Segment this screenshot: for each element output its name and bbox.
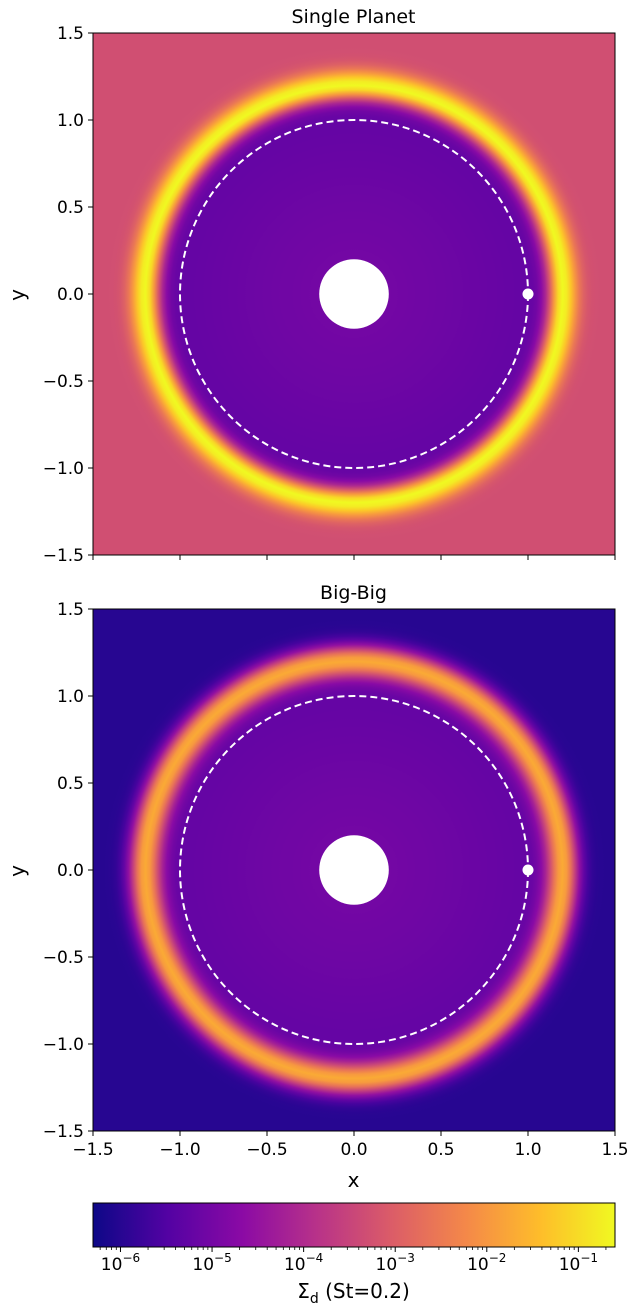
heatmap-plot-area bbox=[92, 608, 616, 1132]
y-tick-label: −1.5 bbox=[43, 546, 84, 566]
planet-marker bbox=[522, 288, 534, 300]
y-axis-label: y bbox=[5, 865, 29, 877]
panel-single-planet: Single Planet y −1.5 −1.0 −0.5 0.0 0.5 1.0 1.5 bbox=[5, 6, 616, 566]
y-ticks: −1.5 −1.0 −0.5 0.0 0.5 1.0 1.5 bbox=[43, 600, 93, 1142]
x-tick-label: 1.5 bbox=[601, 1140, 628, 1160]
x-ticks: −1.5 −1.0 −0.5 0.0 0.5 1.0 1.5 bbox=[72, 1131, 629, 1160]
x-tick-label: 1.0 bbox=[514, 1140, 541, 1160]
y-tick-label: 1.5 bbox=[57, 24, 84, 44]
colorbar-tick-label: 10−6 bbox=[101, 1251, 140, 1275]
y-tick-label: 0.5 bbox=[57, 198, 84, 218]
panel-title: Single Planet bbox=[291, 6, 415, 28]
colorbar-ticks: 10−6 10−5 10−4 10−3 10−2 10−1 bbox=[99, 1247, 607, 1275]
x-tick-label: 0.5 bbox=[427, 1140, 454, 1160]
y-axis-label: y bbox=[5, 289, 29, 301]
x-tick-label: −1.0 bbox=[159, 1140, 200, 1160]
colorbar: 10−6 10−5 10−4 10−3 10−2 10−1 Σd (St=0.2) bbox=[92, 1202, 616, 1306]
panel-title: Big-Big bbox=[320, 582, 387, 604]
planet-marker bbox=[522, 864, 534, 876]
colorbar-gradient bbox=[92, 1202, 616, 1248]
x-tick-label: −0.5 bbox=[246, 1140, 287, 1160]
panel-big-big: Big-Big y −1.5−1.0−0.50.00.51.01.5 −1.5−… bbox=[5, 582, 629, 1192]
x-ticks bbox=[92, 555, 616, 560]
y-tick-label: 1.0 bbox=[57, 687, 84, 707]
colorbar-tick-label: 10−1 bbox=[559, 1251, 598, 1275]
y-tick-label: 0.0 bbox=[57, 861, 84, 881]
heatmap-plot-area bbox=[92, 32, 616, 556]
y-tick-label: −0.5 bbox=[43, 372, 84, 392]
inner-hole bbox=[319, 259, 389, 329]
inner-hole bbox=[319, 835, 389, 905]
colorbar-tick-label: 10−3 bbox=[376, 1251, 415, 1275]
x-tick-label: 0.0 bbox=[340, 1140, 367, 1160]
y-tick-label: 1.0 bbox=[57, 111, 84, 131]
y-tick-label: −0.5 bbox=[43, 948, 84, 968]
x-tick-label: −1.5 bbox=[72, 1140, 113, 1160]
y-tick-label: 0.5 bbox=[57, 774, 84, 794]
y-tick-label: −1.0 bbox=[43, 1035, 84, 1055]
x-axis-label: x bbox=[348, 1168, 360, 1192]
colorbar-label: Σd (St=0.2) bbox=[297, 1279, 410, 1306]
colorbar-tick-label: 10−5 bbox=[192, 1251, 231, 1275]
y-ticks: −1.5 −1.0 −0.5 0.0 0.5 1.0 1.5 bbox=[43, 24, 93, 566]
y-tick-label: −1.5 bbox=[43, 1122, 84, 1142]
y-tick-label: 1.5 bbox=[57, 600, 84, 620]
colorbar-tick-label: 10−4 bbox=[284, 1251, 323, 1275]
y-tick-label: −1.0 bbox=[43, 459, 84, 479]
colorbar-tick-label: 10−2 bbox=[467, 1251, 506, 1275]
y-tick-label: 0.0 bbox=[57, 285, 84, 305]
